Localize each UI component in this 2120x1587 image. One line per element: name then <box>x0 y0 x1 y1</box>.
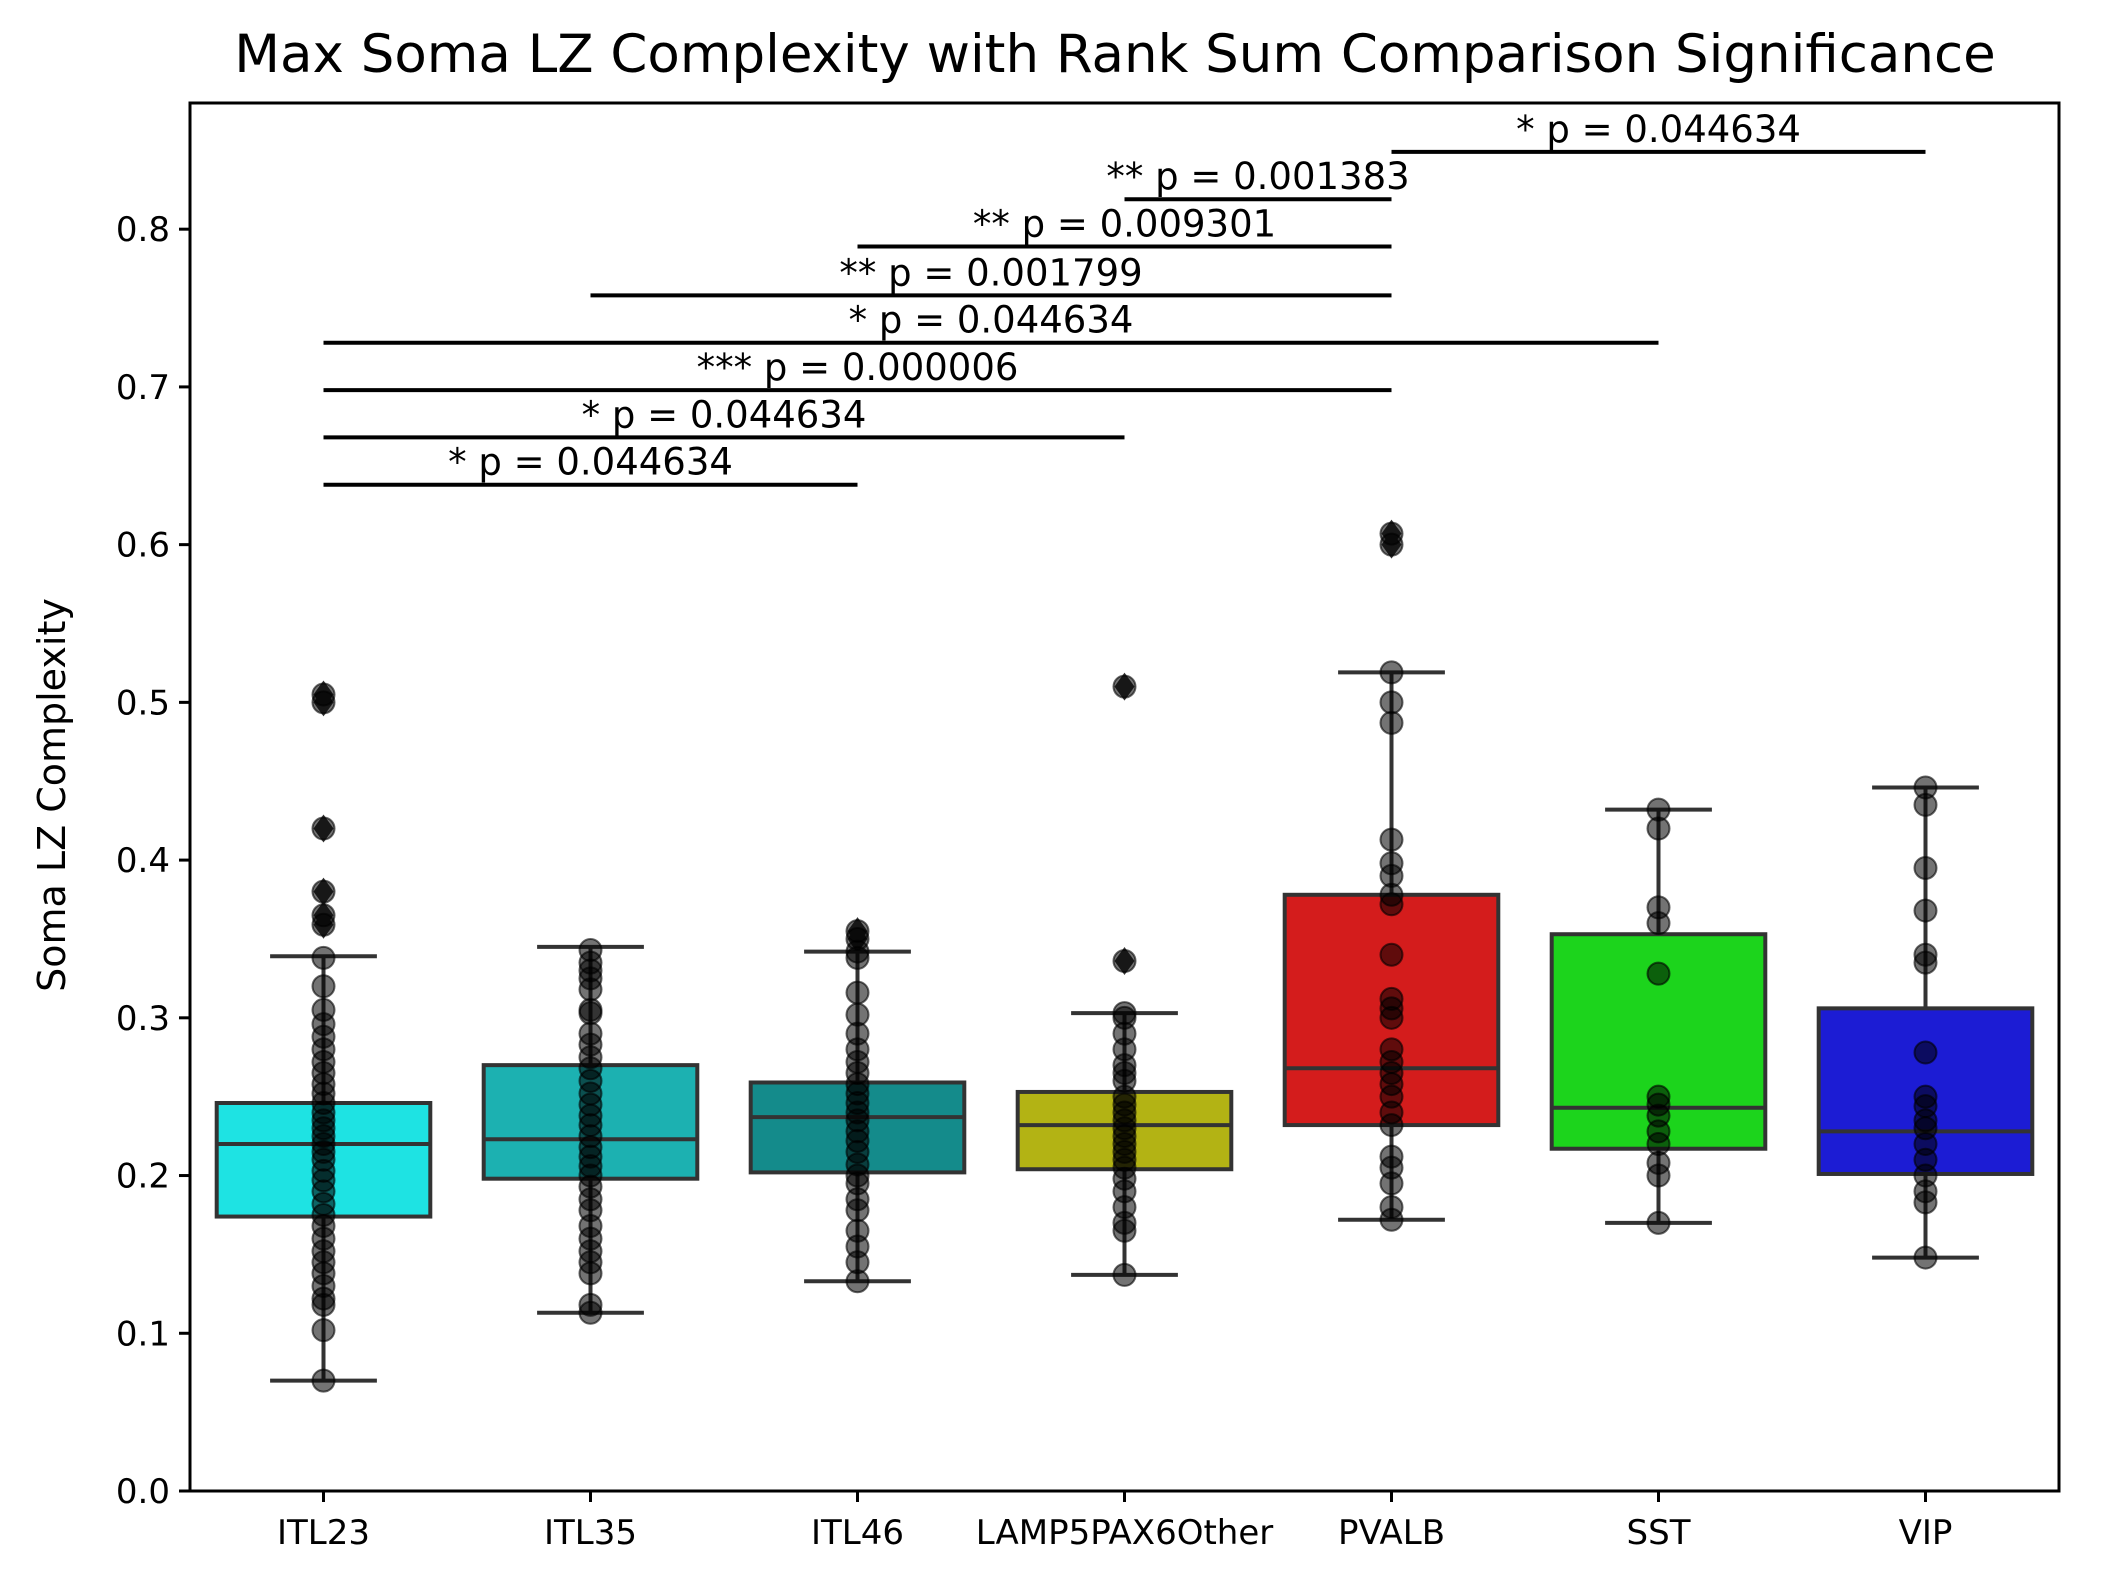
data-point <box>845 919 870 944</box>
y-tick-label: 0.4 <box>116 841 170 881</box>
data-point <box>1646 895 1671 920</box>
data-point <box>578 1021 603 1046</box>
data-point <box>1379 710 1404 735</box>
y-tick-label: 0.1 <box>116 1314 170 1354</box>
significance-label: * p = 0.044634 <box>582 393 867 436</box>
significance-label: *** p = 0.000006 <box>697 346 1019 389</box>
data-point <box>1913 1245 1938 1270</box>
data-point <box>311 816 336 841</box>
data-points <box>311 521 1938 1393</box>
significance-annotations: * p = 0.044634* p = 0.044634*** p = 0.00… <box>323 108 1926 487</box>
x-tick-label: ITL35 <box>544 1513 637 1553</box>
y-axis-label: Soma LZ Complexity <box>30 598 74 992</box>
data-point <box>311 1368 336 1393</box>
data-point <box>311 879 336 904</box>
data-point <box>845 980 870 1005</box>
chart-title: Max Soma LZ Complexity with Rank Sum Com… <box>234 24 1995 85</box>
data-point <box>1379 1144 1404 1169</box>
data-point <box>1379 660 1404 685</box>
y-tick-label: 0.2 <box>116 1157 170 1197</box>
significance-label: * p = 0.044634 <box>1516 108 1801 151</box>
significance-label: ** p = 0.001383 <box>1106 155 1409 198</box>
data-point <box>1913 898 1938 923</box>
data-point <box>578 1292 603 1317</box>
data-point <box>1646 797 1671 822</box>
y-tick-label: 0.0 <box>116 1472 170 1512</box>
x-tick-label: PVALB <box>1338 1513 1445 1553</box>
x-tick-label: ITL46 <box>811 1513 904 1553</box>
data-point <box>311 997 336 1022</box>
data-point <box>311 903 336 928</box>
x-tick-label: SST <box>1627 1513 1691 1553</box>
data-point <box>845 1218 870 1243</box>
data-point <box>1379 1037 1404 1062</box>
data-point <box>1112 949 1137 974</box>
data-point <box>1646 1084 1671 1109</box>
data-point <box>578 997 603 1022</box>
data-point <box>1379 521 1404 546</box>
data-point <box>1379 942 1404 967</box>
data-point <box>1646 1210 1671 1235</box>
data-point <box>1379 851 1404 876</box>
significance-label: ** p = 0.009301 <box>973 203 1276 246</box>
y-tick-label: 0.6 <box>116 526 170 566</box>
data-point <box>1913 855 1938 880</box>
y-tick-label: 0.8 <box>116 210 170 250</box>
significance-label: ** p = 0.001799 <box>839 251 1142 294</box>
significance-label: * p = 0.044634 <box>849 299 1134 342</box>
data-point <box>1913 942 1938 967</box>
plot-area-frame <box>188 101 2061 1493</box>
y-tick-label: 0.3 <box>116 999 170 1039</box>
data-point <box>1646 961 1671 986</box>
data-point <box>311 945 336 970</box>
data-point <box>1112 1001 1137 1026</box>
y-tick-label: 0.7 <box>116 368 170 408</box>
data-point <box>1913 775 1938 800</box>
axis-ticks: 0.0 0.1 0.2 0.3 0.4 0.5 0.6 0.7 0.8 ITL23 ITL35 ITL… <box>116 210 1952 1553</box>
data-point <box>311 974 336 999</box>
y-tick-label: 0.5 <box>116 683 170 723</box>
data-point <box>578 937 603 962</box>
x-tick-label: VIP <box>1899 1513 1953 1553</box>
data-point <box>1379 1195 1404 1220</box>
data-point <box>311 682 336 707</box>
data-point <box>311 1318 336 1343</box>
data-point <box>1379 827 1404 852</box>
data-point <box>1913 1040 1938 1065</box>
x-tick-label: LAMP5PAX6Other <box>976 1513 1274 1553</box>
significance-label: * p = 0.044634 <box>448 441 733 484</box>
data-point <box>1379 986 1404 1011</box>
data-point <box>1379 690 1404 715</box>
x-tick-label: ITL23 <box>277 1513 370 1553</box>
data-point <box>1913 1084 1938 1109</box>
data-point <box>1112 1262 1137 1287</box>
data-point <box>845 1002 870 1027</box>
data-point <box>1112 674 1137 699</box>
